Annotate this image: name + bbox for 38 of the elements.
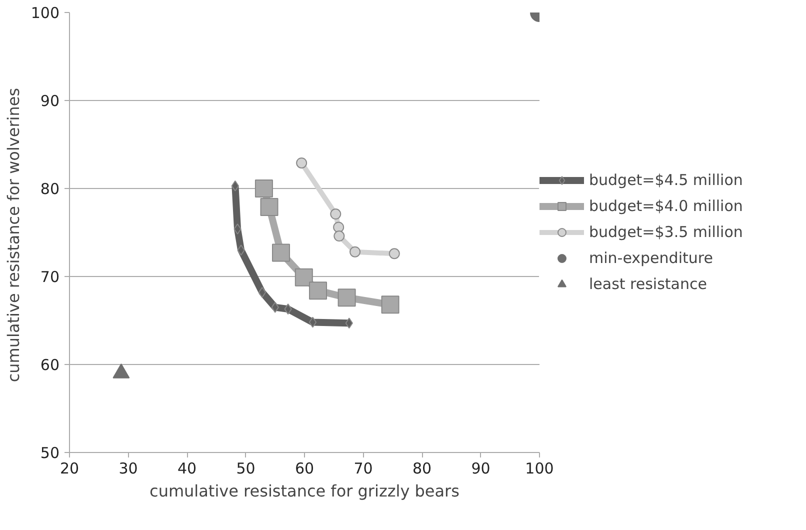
legend-label: least resistance	[589, 275, 707, 293]
legend-label: budget=$3.5 million	[589, 223, 743, 241]
y-tick-label: 90	[40, 92, 60, 110]
y-tick-label: 60	[40, 356, 60, 374]
point	[333, 222, 344, 233]
x-tick-label: 50	[236, 460, 256, 478]
point	[308, 316, 317, 328]
x-axis-title: cumulative resistance for grizzly bears	[150, 482, 460, 500]
point	[258, 286, 266, 298]
y-tick-label: 70	[40, 268, 60, 286]
point	[338, 288, 356, 307]
point	[381, 296, 400, 314]
y-tick-label: 80	[40, 180, 60, 198]
point	[272, 244, 290, 262]
x-tick-label: 30	[118, 460, 138, 478]
point	[254, 180, 273, 198]
point	[294, 268, 313, 286]
x-tick-label: 40	[177, 460, 197, 478]
y-tick-label: 100	[30, 4, 60, 22]
point	[296, 157, 308, 168]
point	[260, 198, 278, 216]
point	[231, 180, 240, 192]
x-tick-label: 20	[60, 460, 80, 478]
point	[388, 248, 400, 260]
legend-label: budget=$4.5 million	[589, 171, 743, 189]
x-tick-label: 100	[525, 460, 554, 478]
point	[330, 208, 342, 220]
y-axis-title: cumulative resistance for wolverines	[4, 88, 23, 382]
legend-label: min-expenditure	[589, 249, 713, 267]
point	[309, 282, 328, 300]
x-tick-label: 60	[294, 460, 314, 478]
point	[350, 246, 361, 258]
x-tick-label: 70	[354, 460, 373, 478]
x-tick-label: 80	[412, 460, 432, 478]
legend-label: budget=$4.0 million	[589, 197, 743, 215]
x-tick-label: 90	[471, 460, 490, 478]
point	[334, 230, 345, 242]
y-tick-label: 50	[40, 444, 60, 462]
